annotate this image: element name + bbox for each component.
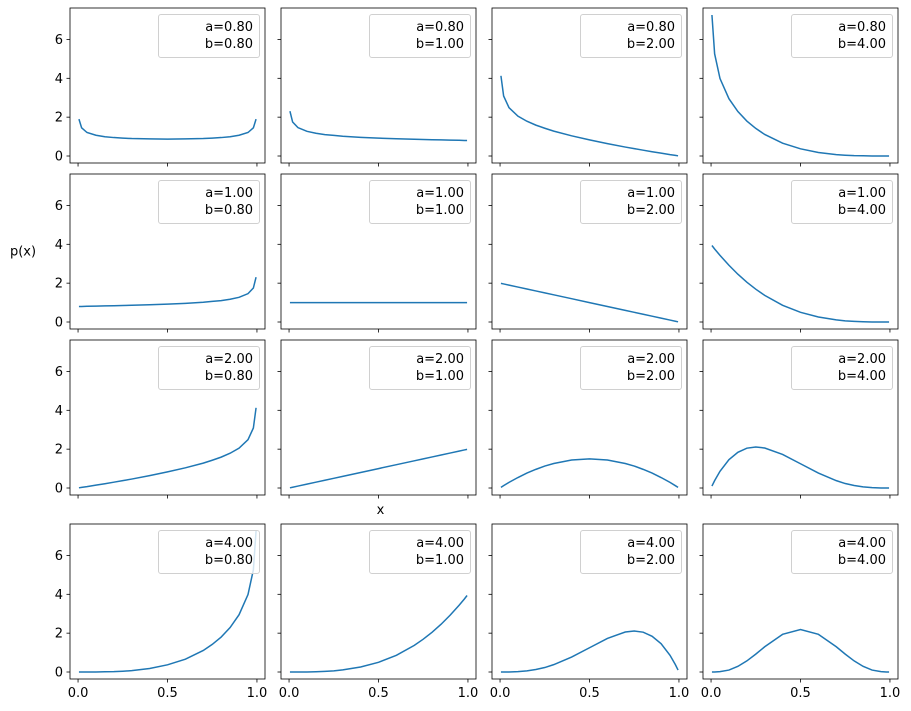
legend-entry: a=4.00 b=4.00 (791, 530, 893, 574)
y-tick-label: 6 (55, 549, 63, 564)
y-tick-label: 0 (55, 666, 63, 681)
pdf-line (500, 75, 679, 157)
pdf-line (289, 595, 468, 673)
x-tick-label: 1.0 (458, 686, 479, 701)
pdf-line (289, 110, 468, 142)
y-tick-label: 2 (55, 277, 63, 292)
pdf-line (78, 530, 257, 673)
legend-entry: a=2.00 b=1.00 (369, 346, 471, 390)
axes-frame (702, 523, 899, 680)
y-tick-label: 2 (55, 111, 63, 126)
legend-entry: a=0.80 b=4.00 (791, 14, 893, 58)
x-tick-label: 0.0 (490, 686, 511, 701)
y-tick-label: 4 (55, 238, 63, 253)
y-tick-label: 4 (55, 404, 63, 419)
axes-frame (280, 339, 477, 496)
legend-entry: a=0.80 b=1.00 (369, 14, 471, 58)
axes-frame (69, 7, 266, 164)
axes-frame (491, 173, 688, 330)
legend-entry: a=0.80 b=0.80 (158, 14, 260, 58)
axes-frame (280, 7, 477, 164)
legend-entry: a=1.00 b=4.00 (791, 180, 893, 224)
y-tick-label: 0 (55, 482, 63, 497)
legend-entry: a=2.00 b=4.00 (791, 346, 893, 390)
y-axis-label: p(x) (10, 245, 36, 260)
y-tick-label: 6 (55, 199, 63, 214)
y-tick-label: 6 (55, 365, 63, 380)
legend-entry: a=2.00 b=2.00 (580, 346, 682, 390)
legend-entry: a=1.00 b=2.00 (580, 180, 682, 224)
pdf-line (500, 282, 679, 323)
legend-entry: a=4.00 b=0.80 (158, 530, 260, 574)
pdf-line (78, 118, 257, 140)
axes-frame (491, 7, 688, 164)
axes-frame (69, 173, 266, 330)
x-tick-label: 1.0 (669, 686, 690, 701)
axes-frame (280, 523, 477, 680)
x-tick-label: 0.0 (68, 686, 89, 701)
axes-frame (702, 7, 899, 164)
legend-entry: a=0.80 b=2.00 (580, 14, 682, 58)
y-tick-label: 0 (55, 150, 63, 165)
x-axis-label: x (377, 503, 385, 518)
axes-frame (491, 339, 688, 496)
pdf-line (711, 14, 890, 157)
y-tick-label: 6 (55, 33, 63, 48)
x-tick-label: 0.5 (579, 686, 600, 701)
axes-frame (702, 339, 899, 496)
pdf-line (289, 448, 468, 489)
legend-entry: a=1.00 b=1.00 (369, 180, 471, 224)
x-tick-label: 1.0 (880, 686, 901, 701)
legend-entry: a=1.00 b=0.80 (158, 180, 260, 224)
axes-frame (702, 173, 899, 330)
y-tick-label: 0 (55, 316, 63, 331)
pdf-line (78, 407, 257, 489)
axes-frame (491, 523, 688, 680)
y-tick-label: 4 (55, 72, 63, 87)
pdf-line (78, 276, 257, 308)
x-tick-label: 0.5 (368, 686, 389, 701)
x-tick-label: 0.0 (701, 686, 722, 701)
x-tick-label: 1.0 (247, 686, 268, 701)
x-tick-label: 0.0 (279, 686, 300, 701)
pdf-line (711, 446, 890, 489)
legend-entry: a=4.00 b=2.00 (580, 530, 682, 574)
pdf-line (500, 458, 679, 489)
axes-frame (69, 523, 266, 680)
x-tick-label: 0.5 (790, 686, 811, 701)
pdf-line (500, 630, 679, 673)
legend-entry: a=2.00 b=0.80 (158, 346, 260, 390)
y-tick-label: 2 (55, 627, 63, 642)
pdf-line (711, 628, 890, 673)
y-tick-label: 2 (55, 443, 63, 458)
legend-entry: a=4.00 b=1.00 (369, 530, 471, 574)
y-tick-label: 4 (55, 588, 63, 603)
axes-frame (69, 339, 266, 496)
x-tick-label: 0.5 (157, 686, 178, 701)
axes-frame (280, 173, 477, 330)
pdf-line (711, 245, 890, 323)
